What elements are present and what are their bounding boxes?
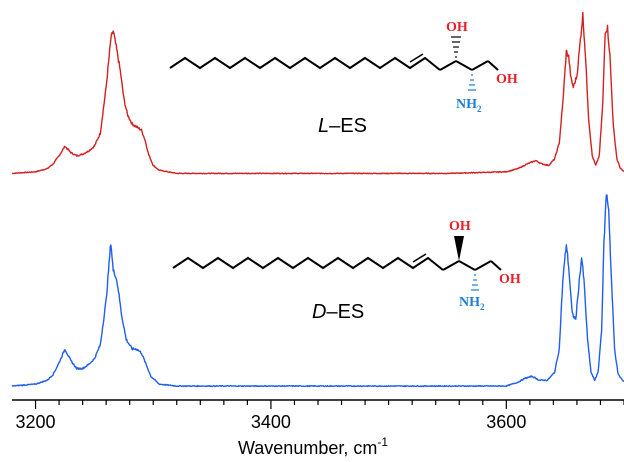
legend-d-es-suffix: –ES xyxy=(326,301,364,323)
legend-d-es-prefix: D xyxy=(312,301,326,323)
l-es-trans-double-bond xyxy=(409,53,424,63)
l-es-structure: OH OH NH2 xyxy=(169,20,518,114)
l-es-c2-c3-bond xyxy=(455,60,473,71)
x-axis-title-text: Wavenumber, cm xyxy=(238,438,377,458)
l-es-oh-top-label: OH xyxy=(446,20,468,35)
series-line-l-es xyxy=(11,11,624,175)
d-es-c1-c2-bond xyxy=(474,260,492,271)
legend-l-es-prefix: L xyxy=(318,115,329,137)
series-line-d-es xyxy=(11,194,624,388)
d-es-solid-wedge-oh xyxy=(454,236,464,261)
l-es-nh2-label: NH2 xyxy=(456,97,482,114)
l-es-alkyl-chain xyxy=(169,56,441,71)
l-es-c1-o-bond xyxy=(487,60,499,71)
l-es-oh-terminal-label: OH xyxy=(496,72,518,87)
d-es-alkyl-chain xyxy=(172,256,444,271)
d-es-c3-c4-bond xyxy=(442,260,460,271)
d-es-structure: OH OH NH2 xyxy=(172,219,521,312)
d-es-nh-subscript: 2 xyxy=(480,302,485,312)
x-tick-label-3600: 3600 xyxy=(486,412,526,432)
legend-l-es-suffix: –ES xyxy=(329,115,367,137)
d-es-oh-top-label: OH xyxy=(449,219,471,234)
l-es-nh-subscript: 2 xyxy=(477,104,482,114)
x-axis-tick-labels: 3200 3400 3600 xyxy=(16,412,527,432)
x-tick-label-3400: 3400 xyxy=(251,412,291,432)
d-es-c1-o-bond xyxy=(490,260,502,271)
l-es-hashed-wedge-nh2 xyxy=(468,74,476,91)
legend-label-d-es: D–ES xyxy=(312,301,364,323)
l-es-c3-c4-bond xyxy=(439,60,457,71)
l-es-c1-c2-bond xyxy=(471,60,489,71)
x-axis-title-superscript: -1 xyxy=(377,435,388,449)
l-es-hashed-wedge-oh xyxy=(451,36,461,58)
x-axis-ticks xyxy=(34,400,624,409)
d-es-nh2-label: NH2 xyxy=(459,295,485,312)
d-es-hashed-wedge-nh2 xyxy=(471,274,479,291)
legend-label-l-es: L–ES xyxy=(318,115,367,137)
d-es-trans-double-bond xyxy=(412,253,427,263)
d-es-nh-text: NH xyxy=(459,295,480,310)
d-es-c2-c3-bond xyxy=(458,260,476,271)
d-es-oh-terminal-label: OH xyxy=(499,272,521,287)
x-tick-label-3200: 3200 xyxy=(16,412,56,432)
l-es-nh-text: NH xyxy=(456,97,477,112)
x-axis-title: Wavenumber, cm-1 xyxy=(238,435,388,458)
